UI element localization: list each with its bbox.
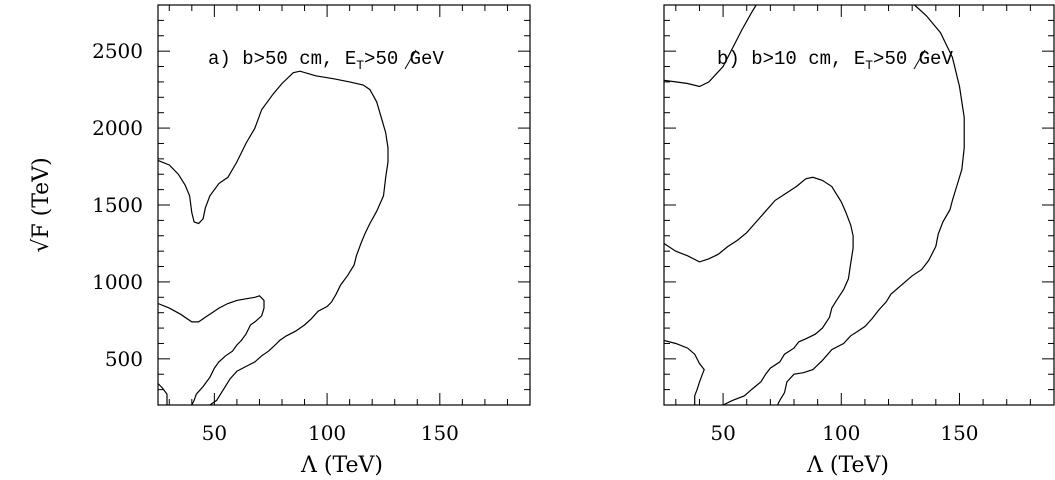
- contour-line-3: [157, 383, 168, 405]
- y-axis-label-unit: (TeV): [29, 157, 54, 216]
- y-tick-label: 500: [105, 347, 143, 371]
- x-tick-label: 50: [202, 421, 227, 445]
- x-tick-label: 150: [940, 421, 978, 445]
- panel-b: 50 100 150 b) b>10 cm, ET>50 GeV Λ (TeV): [663, 4, 1055, 478]
- panel-a-x-tick-labels: 50 100 150: [202, 421, 459, 445]
- panel-b-x-axis-label: Λ (TeV): [806, 453, 889, 478]
- panel-a: 50 100 150 500 1000 1500 2000 2500 a) b>50 cm,…: [29, 4, 531, 478]
- panel-a-x-axis-label: Λ (TeV): [300, 453, 383, 478]
- y-tick-label: 2000: [92, 116, 143, 140]
- y-axis-label: √F (TeV): [29, 157, 54, 252]
- panel-a-met-slash: [404, 49, 417, 70]
- panel-b-x-tick-labels: 50 100 150: [710, 421, 978, 445]
- panel-b-ticks: [664, 4, 1055, 405]
- panel-a-ticks: [158, 4, 531, 405]
- x-tick-label: 50: [710, 421, 735, 445]
- contour-line-2: [157, 295, 265, 406]
- y-tick-label: 2500: [92, 39, 143, 63]
- panel-a-y-tick-labels: 500 1000 1500 2000 2500: [92, 39, 143, 371]
- panel-a-curves: [157, 70, 389, 406]
- y-tick-label: 1500: [92, 193, 143, 217]
- contour-line-1: [663, 4, 757, 88]
- x-tick-label: 100: [822, 421, 860, 445]
- y-axis-label-root: √F: [29, 223, 54, 252]
- panel-b-met-slash: [913, 49, 926, 70]
- contour-line-4: [663, 339, 705, 405]
- y-tick-label: 1000: [92, 270, 143, 294]
- panel-b-curves: [663, 4, 965, 406]
- contour-line-1: [157, 70, 389, 406]
- contour-line-2: [776, 4, 965, 406]
- panel-b-title: b) b>10 cm, ET>50 GeV: [717, 48, 953, 73]
- x-tick-label: 100: [308, 421, 346, 445]
- contour-line-3: [663, 176, 854, 406]
- svg-text:√F (TeV): √F (TeV): [29, 157, 54, 252]
- x-tick-label: 150: [421, 421, 459, 445]
- panel-a-title: a) b>50 cm, ET>50 GeV: [208, 48, 444, 73]
